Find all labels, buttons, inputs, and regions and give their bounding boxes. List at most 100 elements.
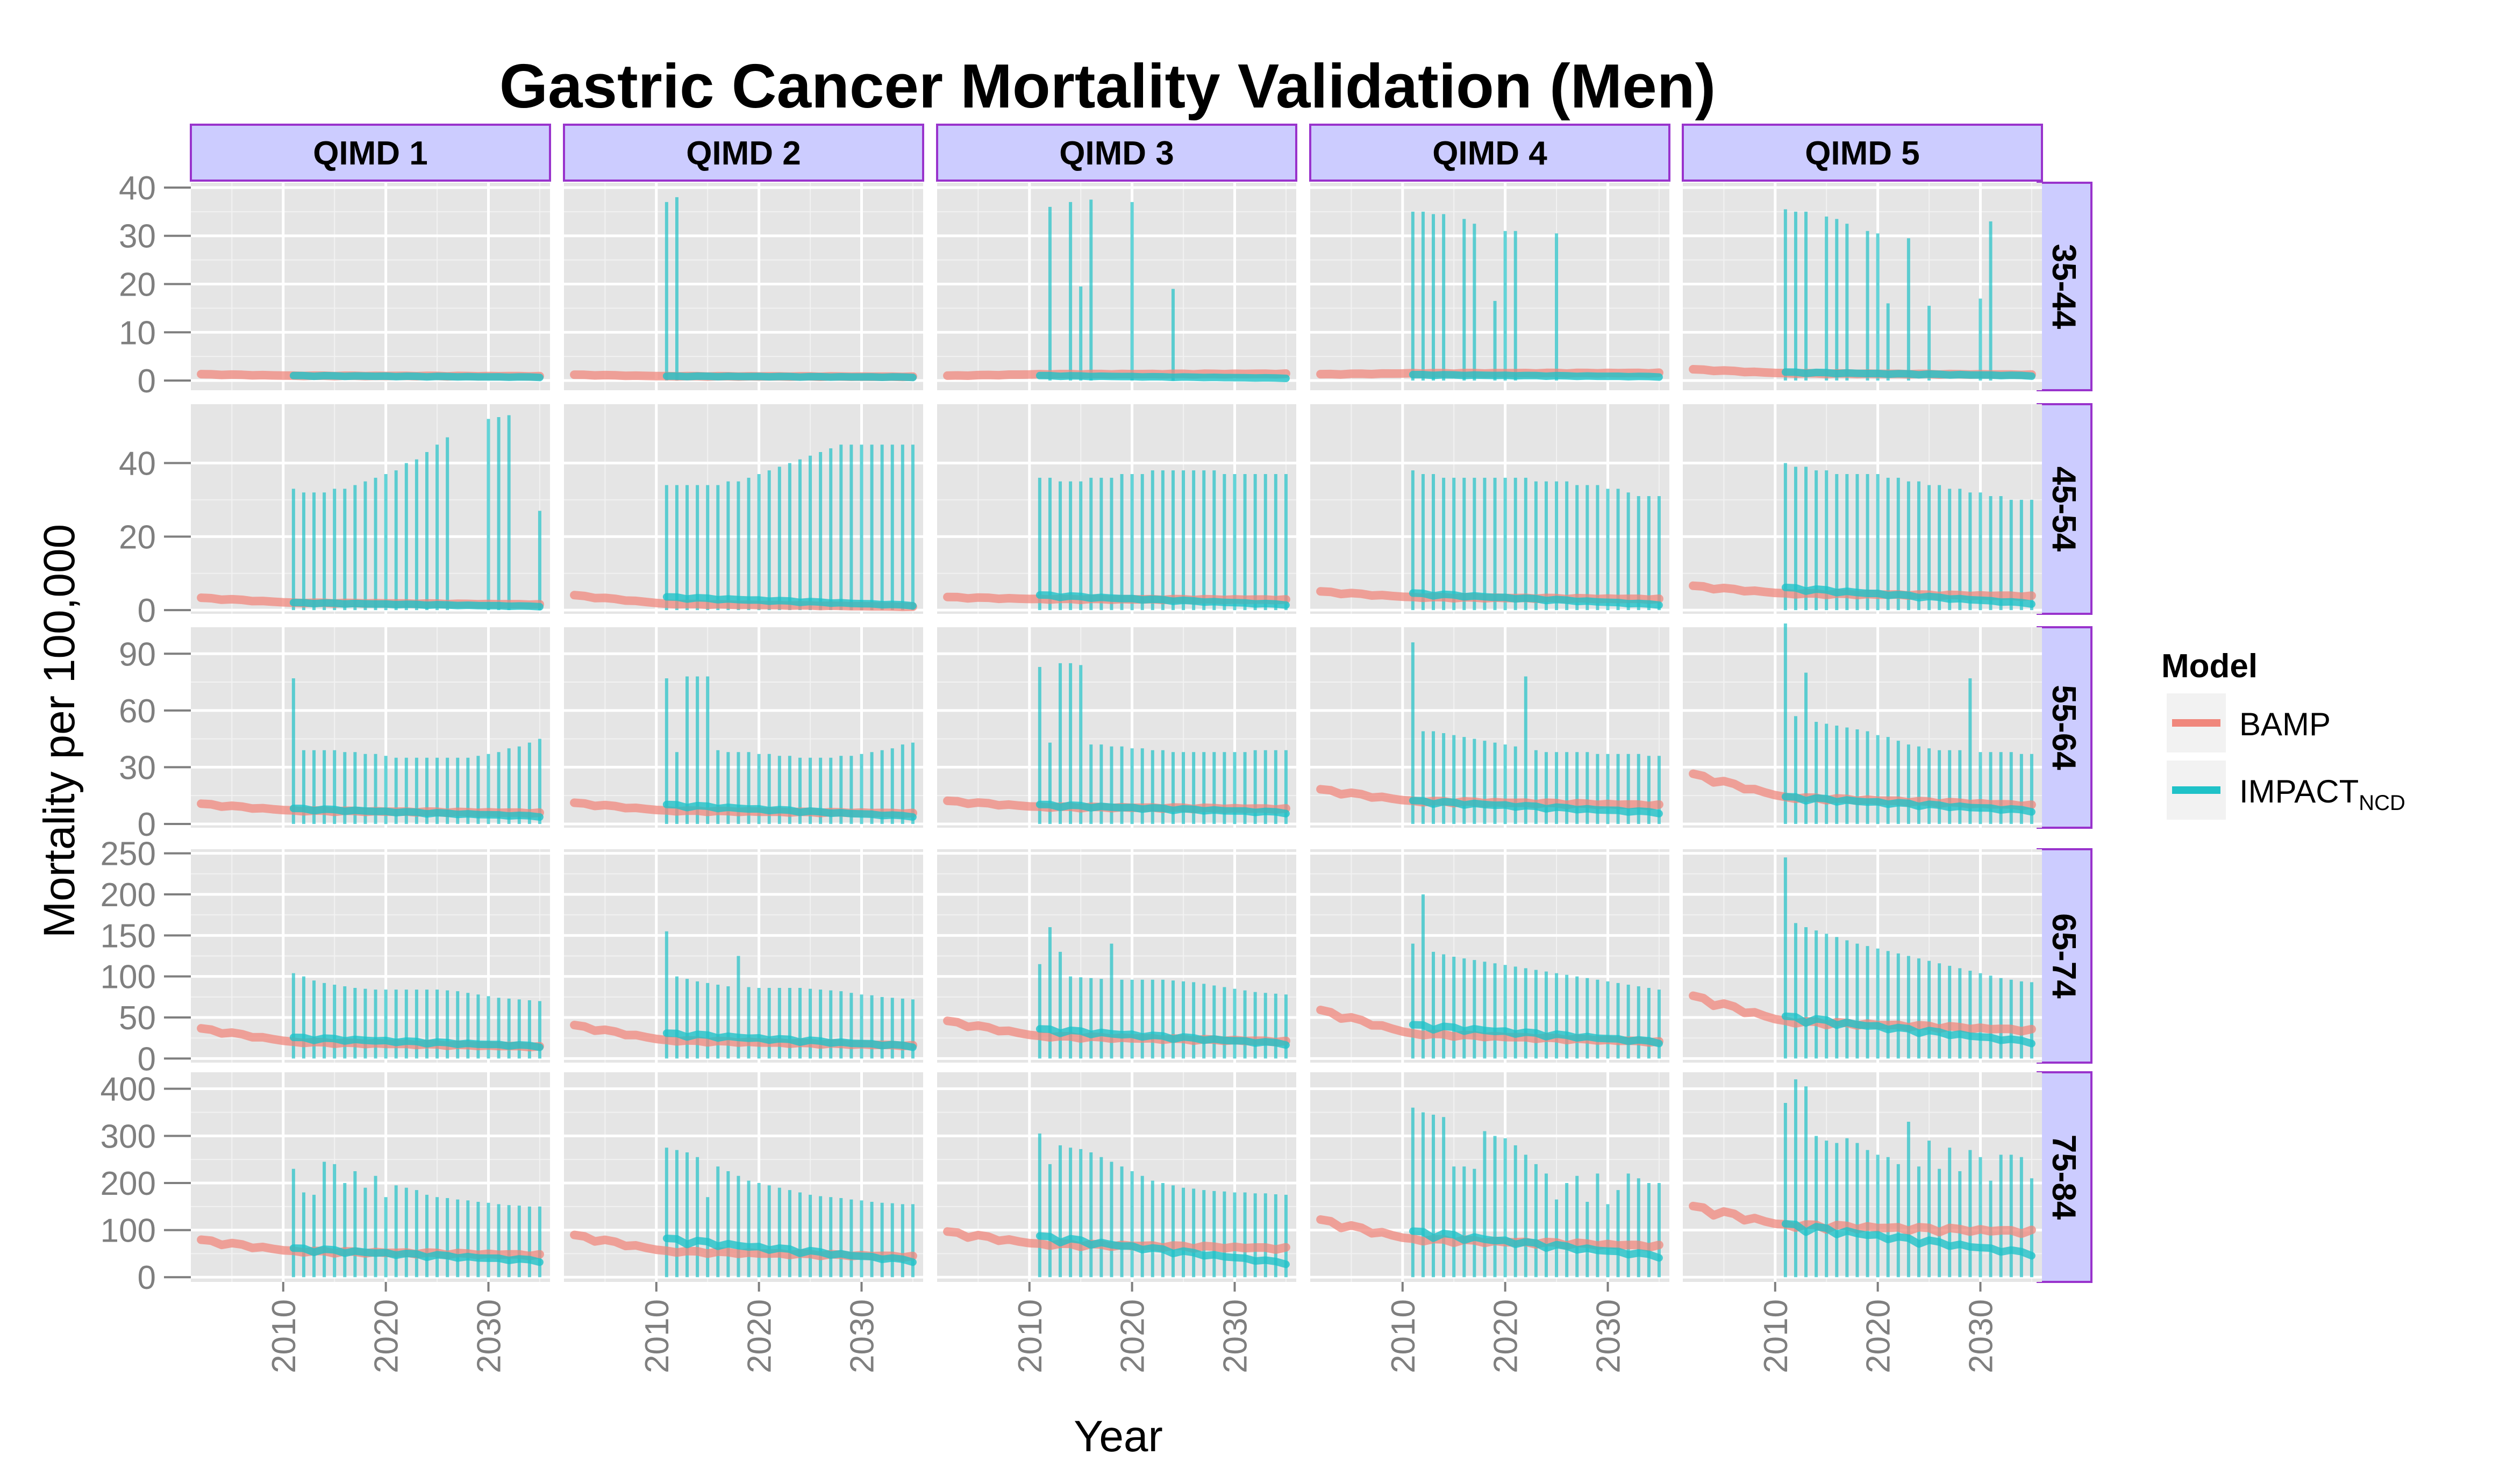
- facet-panel: [564, 849, 923, 1063]
- x-tick-label: 2010: [1385, 1299, 1422, 1373]
- chart-title: Gastric Cancer Mortality Validation (Men…: [499, 51, 1716, 121]
- legend-label-impact: IMPACTNCD: [2239, 773, 2405, 815]
- x-tick-label: 2030: [1962, 1299, 1999, 1373]
- impact-line: [1781, 583, 2036, 608]
- facet-panel: [1683, 849, 2042, 1063]
- facet-panel: [1683, 623, 2042, 828]
- panel-background: [564, 404, 923, 614]
- bamp-line: [1689, 1201, 2036, 1238]
- y-tick-label: 30: [119, 749, 156, 786]
- column-strip: [190, 124, 551, 182]
- impact-line: [1409, 589, 1663, 609]
- legend-label-bamp: BAMP: [2239, 706, 2331, 742]
- impact-line: [662, 800, 917, 821]
- column-strip-label: QIMD 5: [1805, 135, 1920, 172]
- row-strip-label: 35-44: [2045, 244, 2082, 329]
- panel-background: [191, 627, 550, 828]
- row-strip-label: 75-84: [2045, 1135, 2082, 1220]
- y-tick-label: 100: [101, 1213, 156, 1250]
- column-strip-label: QIMD 3: [1059, 135, 1174, 172]
- impact-line: [1781, 793, 2036, 816]
- y-tick-label: 0: [138, 1259, 156, 1296]
- impact-line: [289, 1034, 544, 1051]
- panel-background: [1683, 183, 2042, 390]
- y-tick-label: 10: [119, 314, 156, 352]
- y-tick-label: 90: [119, 636, 156, 673]
- facet-panel: [191, 1072, 550, 1282]
- y-tick-label: 400: [101, 1071, 156, 1108]
- x-tick-label: 2010: [1012, 1299, 1049, 1373]
- impact-line: [289, 805, 544, 821]
- y-tick-label: 30: [119, 218, 156, 255]
- x-tick-label: 2020: [741, 1299, 779, 1373]
- impact-line: [662, 1235, 917, 1266]
- x-tick-label: 2010: [266, 1299, 303, 1373]
- x-tick-label: 2010: [1758, 1299, 1795, 1373]
- impact-line: [1409, 371, 1663, 381]
- x-tick-label: 2030: [844, 1299, 881, 1373]
- impact-line: [1781, 1012, 2036, 1048]
- y-tick-label: 40: [119, 170, 156, 207]
- legend-label-impact-sub: NCD: [2359, 791, 2405, 815]
- facet-panel: [937, 1072, 1296, 1282]
- facet-panel: [1310, 1072, 1669, 1282]
- column-strip-label: QIMD 4: [1432, 135, 1547, 172]
- column-strip-label: QIMD 1: [313, 135, 428, 172]
- x-axis-title: Year: [1074, 1412, 1163, 1461]
- impact-line: [289, 1244, 544, 1266]
- y-tick-label: 20: [119, 519, 156, 556]
- facet-panel: [1683, 183, 2042, 390]
- row-strip: [2037, 848, 2092, 1064]
- y-tick-label: 200: [101, 877, 156, 914]
- row-strip-label: 45-54: [2045, 467, 2082, 552]
- row-strip: [2037, 1071, 2092, 1283]
- facet-panel: [1310, 627, 1669, 828]
- impact-line: [662, 593, 917, 610]
- impact-line: [662, 1029, 917, 1051]
- row-strip-label: 55-64: [2045, 685, 2082, 770]
- facet-panel: [564, 627, 923, 828]
- panel-background: [1683, 404, 2042, 614]
- facet-panel: [937, 404, 1296, 614]
- x-tick-label: 2020: [1488, 1299, 1525, 1373]
- x-tick-label: 2030: [470, 1299, 508, 1373]
- facet-panel: [1310, 404, 1669, 614]
- panel-background: [937, 183, 1296, 390]
- y-tick-label: 200: [101, 1165, 156, 1202]
- panel-background: [191, 404, 550, 614]
- y-tick-label: 20: [119, 267, 156, 304]
- panel-background: [1310, 404, 1669, 614]
- column-strip: [936, 124, 1297, 182]
- column-strip: [1309, 124, 1670, 182]
- facet-panel: [564, 1072, 923, 1282]
- panel-background: [937, 627, 1296, 828]
- column-strip-label: QIMD 2: [686, 135, 801, 172]
- impact-line: [1035, 371, 1290, 382]
- legend-title: Model: [2161, 648, 2258, 685]
- impact-line: [1409, 1227, 1663, 1262]
- row-strip-label: 65-74: [2045, 913, 2082, 999]
- impact-line: [1035, 591, 1290, 609]
- x-tick-label: 2030: [1217, 1299, 1254, 1373]
- y-tick-label: 0: [138, 363, 156, 400]
- column-strip: [563, 124, 924, 182]
- facet-panel: [937, 849, 1296, 1063]
- facet-panel: [191, 849, 550, 1063]
- column-strip: [1682, 124, 2043, 182]
- impact-line: [662, 372, 917, 382]
- legend: Model BAMP IMPACTNCD: [2161, 648, 2405, 820]
- facet-panel: [1683, 404, 2042, 614]
- facet-panel: [937, 627, 1296, 828]
- y-tick-label: 250: [101, 836, 156, 873]
- x-tick-label: 2030: [1590, 1299, 1627, 1373]
- impact-line: [289, 371, 544, 382]
- facet-panel: [564, 183, 923, 390]
- y-tick-label: 0: [138, 592, 156, 629]
- y-tick-label: 60: [119, 693, 156, 730]
- x-tick-label: 2020: [1860, 1299, 1897, 1373]
- impact-line: [1781, 368, 2036, 380]
- impact-line: [1781, 1220, 2036, 1260]
- facet-panel: [1310, 183, 1669, 390]
- x-tick-label: 2020: [368, 1299, 405, 1373]
